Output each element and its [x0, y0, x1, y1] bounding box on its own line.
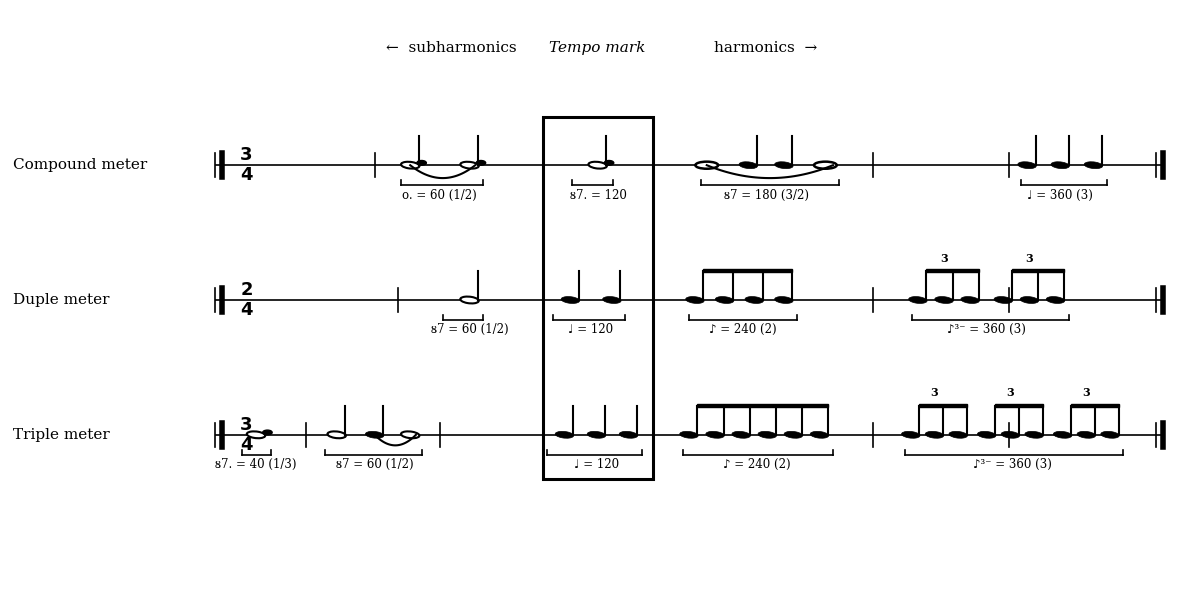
Text: 3: 3 [240, 146, 253, 164]
Polygon shape [697, 404, 828, 407]
Ellipse shape [1100, 431, 1120, 438]
Ellipse shape [978, 431, 996, 438]
Ellipse shape [745, 296, 763, 304]
Text: ᴕ7. = 40 (1/3): ᴕ7. = 40 (1/3) [215, 458, 296, 471]
Text: ᴕ7 = 60 (1/2): ᴕ7 = 60 (1/2) [336, 458, 414, 471]
Text: Duple meter: Duple meter [13, 293, 109, 307]
Text: Compound meter: Compound meter [13, 158, 148, 172]
Text: 4: 4 [240, 166, 253, 184]
Polygon shape [1012, 269, 1064, 272]
Text: Tempo mark: Tempo mark [550, 41, 646, 55]
Ellipse shape [679, 431, 698, 438]
Ellipse shape [706, 431, 725, 438]
Ellipse shape [1051, 162, 1069, 169]
Ellipse shape [814, 161, 836, 169]
Text: ♩ = 120: ♩ = 120 [574, 458, 619, 471]
Ellipse shape [775, 296, 793, 304]
Ellipse shape [401, 162, 420, 169]
Text: Triple meter: Triple meter [13, 428, 109, 442]
Text: 3: 3 [1082, 388, 1090, 398]
Ellipse shape [1085, 162, 1103, 169]
Ellipse shape [328, 431, 346, 438]
Text: 4: 4 [240, 301, 253, 319]
Ellipse shape [935, 296, 953, 304]
Ellipse shape [758, 431, 776, 438]
Ellipse shape [619, 431, 637, 438]
Ellipse shape [732, 431, 750, 438]
Ellipse shape [961, 296, 979, 304]
Text: 3: 3 [1026, 253, 1033, 263]
Ellipse shape [908, 296, 928, 304]
Ellipse shape [587, 431, 606, 438]
Ellipse shape [994, 296, 1013, 304]
Ellipse shape [461, 162, 479, 169]
Text: harmonics  →: harmonics → [714, 41, 817, 55]
Ellipse shape [949, 431, 967, 438]
Text: 2: 2 [240, 281, 253, 299]
Text: ᴕ7 = 180 (3/2): ᴕ7 = 180 (3/2) [724, 188, 809, 202]
Polygon shape [1072, 404, 1118, 407]
Ellipse shape [401, 431, 420, 438]
Circle shape [476, 161, 486, 165]
Ellipse shape [247, 431, 265, 438]
Text: ᴕ7. = 120: ᴕ7. = 120 [570, 188, 628, 202]
Ellipse shape [461, 296, 479, 304]
Ellipse shape [1054, 431, 1072, 438]
Text: ♩ = 120: ♩ = 120 [568, 323, 613, 337]
Ellipse shape [556, 431, 574, 438]
Text: ♪ = 240 (2): ♪ = 240 (2) [722, 458, 791, 471]
Ellipse shape [1046, 296, 1064, 304]
Ellipse shape [602, 296, 622, 304]
Ellipse shape [901, 431, 920, 438]
Polygon shape [919, 404, 967, 407]
Text: 3: 3 [240, 416, 253, 434]
Ellipse shape [695, 161, 718, 169]
Ellipse shape [784, 431, 803, 438]
Text: 3: 3 [931, 388, 938, 398]
Ellipse shape [715, 296, 733, 304]
Text: ←  subharmonics: ← subharmonics [386, 41, 517, 55]
Text: ᴕ7 = 60 (1/2): ᴕ7 = 60 (1/2) [431, 323, 509, 337]
Ellipse shape [1078, 431, 1096, 438]
Text: ♪³⁻ = 360 (3): ♪³⁻ = 360 (3) [973, 458, 1052, 471]
Circle shape [263, 430, 272, 435]
Ellipse shape [810, 431, 829, 438]
Ellipse shape [739, 162, 757, 169]
Text: 4: 4 [240, 436, 253, 454]
Ellipse shape [562, 296, 580, 304]
Ellipse shape [1018, 162, 1036, 169]
Ellipse shape [1025, 431, 1043, 438]
Text: ♪ = 240 (2): ♪ = 240 (2) [708, 323, 776, 337]
Polygon shape [995, 404, 1043, 407]
Polygon shape [926, 269, 979, 272]
Text: o. = 60 (1/2): o. = 60 (1/2) [402, 188, 478, 202]
Text: 3: 3 [940, 253, 948, 263]
Bar [544, 117, 653, 479]
Ellipse shape [775, 162, 793, 169]
Ellipse shape [1020, 296, 1038, 304]
Ellipse shape [925, 431, 943, 438]
Ellipse shape [366, 431, 384, 438]
Text: ♪³⁻ = 360 (3): ♪³⁻ = 360 (3) [947, 323, 1026, 337]
Circle shape [605, 161, 613, 165]
Text: 3: 3 [1007, 388, 1014, 398]
Polygon shape [703, 269, 792, 272]
Circle shape [416, 161, 426, 165]
Ellipse shape [1001, 431, 1020, 438]
Text: ♩ = 360 (3): ♩ = 360 (3) [1027, 188, 1093, 202]
Ellipse shape [685, 296, 704, 304]
Ellipse shape [588, 162, 607, 169]
